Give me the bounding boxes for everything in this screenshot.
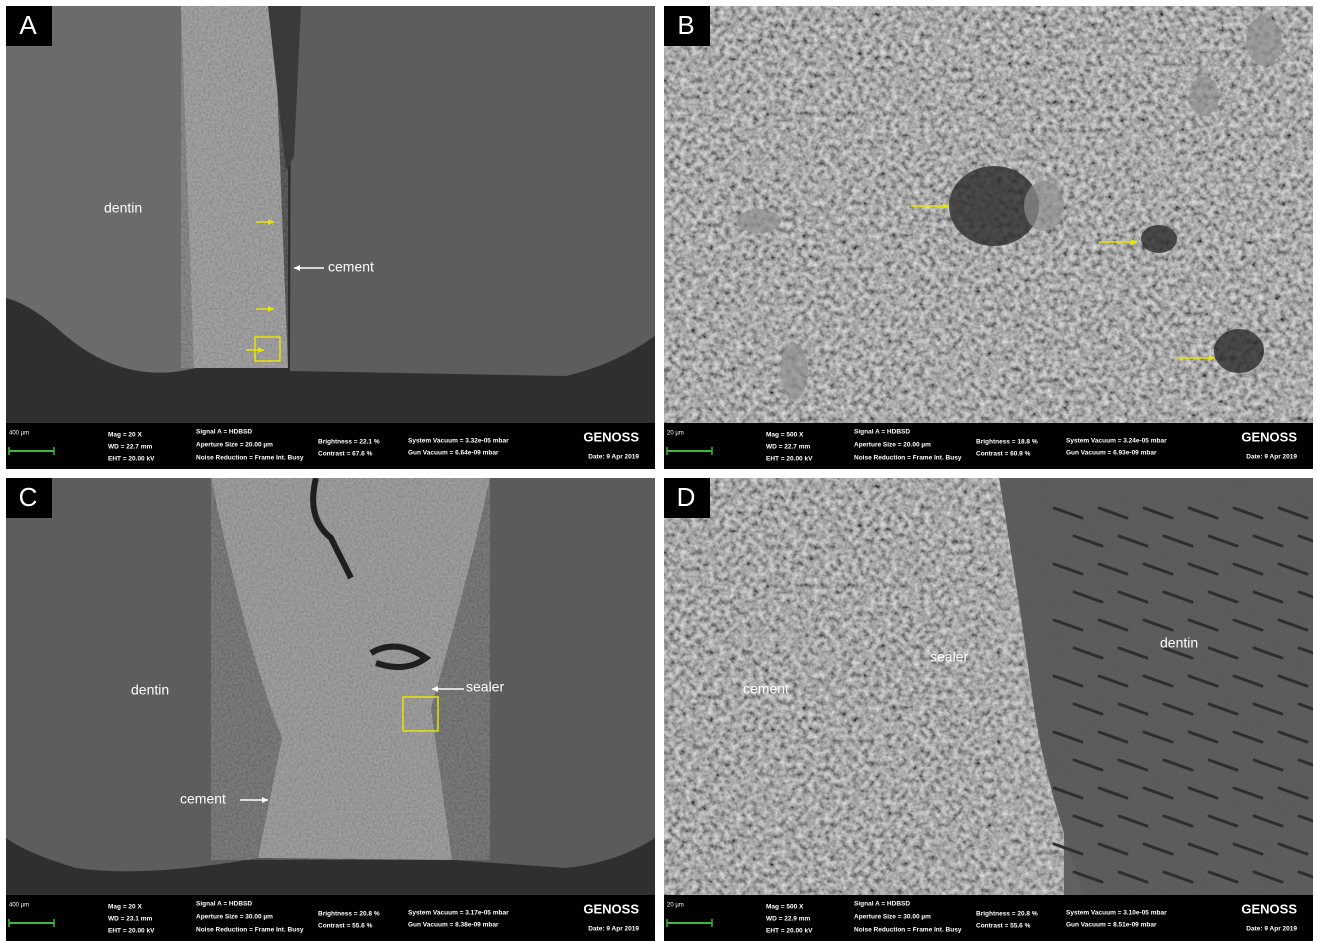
info-bar-bg	[664, 423, 1313, 469]
particle	[780, 343, 808, 399]
info-text: Aperture Size = 20.00 µm	[854, 442, 931, 449]
particle	[1246, 16, 1282, 66]
info-text: Brightness = 20.8 %	[976, 911, 1038, 918]
brand: GENOSS	[583, 429, 639, 444]
void	[1141, 225, 1177, 253]
date: Date: 9 Apr 2019	[1246, 454, 1297, 461]
info-text: Noise Reduction = Frame Int. Busy	[196, 927, 304, 934]
info-bar: 400 µm Mag = 20 X WD = 23.1 mm EHT = 20.00 …	[6, 895, 655, 941]
brand: GENOSS	[1241, 901, 1297, 916]
sem-image	[664, 6, 1313, 423]
info-text: System Vacuum = 3.32e-05 mbar	[408, 438, 509, 445]
panel: dentin cement A 400 µm Mag = 20 X WD = 22.7 m…	[6, 6, 655, 469]
info-text: Mag = 500 X	[766, 432, 804, 439]
brand: GENOSS	[583, 901, 639, 916]
scale-label: 20 µm	[667, 903, 684, 909]
info-text: Mag = 20 X	[108, 904, 142, 911]
panel: dentin sealer cement C 400 µm Mag = 20 X WD = …	[6, 478, 655, 941]
info-bar: 400 µm Mag = 20 X WD = 22.7 mm EHT = 20.00 …	[6, 423, 655, 469]
info-text: Brightness = 20.8 %	[318, 911, 380, 918]
image-label: sealer	[466, 679, 504, 695]
info-text: Aperture Size = 30.00 µm	[854, 914, 931, 921]
image-label: sealer	[930, 649, 968, 665]
info-text: WD = 22.9 mm	[766, 916, 810, 923]
date: Date: 9 Apr 2019	[1246, 926, 1297, 933]
info-text: Contrast = 67.6 %	[318, 451, 373, 458]
info-text: Signal A = HDBSD	[196, 901, 252, 908]
image-label: cement	[328, 259, 374, 275]
info-bar: 20 µm Mag = 500 X WD = 22.9 mm EHT = 20.00 …	[664, 895, 1313, 941]
info-text: Gun Vacuum = 8.38e-09 mbar	[408, 922, 499, 929]
info-text: Aperture Size = 20.00 µm	[196, 442, 273, 449]
info-text: WD = 22.7 mm	[766, 444, 810, 451]
info-text: System Vacuum = 3.10e-05 mbar	[1066, 910, 1167, 917]
scale-label: 20 µm	[667, 431, 684, 437]
image-label: cement	[743, 681, 789, 697]
info-text: Contrast = 55.6 %	[976, 923, 1031, 930]
info-text: Noise Reduction = Frame Int. Busy	[854, 455, 962, 462]
info-text: Gun Vacuum = 6.93e-09 mbar	[1066, 450, 1157, 457]
info-text: EHT = 20.00 kV	[108, 928, 155, 935]
info-text: WD = 23.1 mm	[108, 916, 152, 923]
info-text: Noise Reduction = Frame Int. Busy	[196, 455, 304, 462]
panel-letter: C	[19, 482, 38, 512]
panel: cement sealer dentin D 20 µm Mag = 500 X WD = …	[664, 478, 1317, 941]
image-label: dentin	[104, 200, 142, 216]
info-bar-bg	[6, 895, 655, 941]
info-text: Brightness = 18.8 %	[976, 439, 1038, 446]
void	[1214, 329, 1264, 373]
info-text: Signal A = HDBSD	[196, 429, 252, 436]
info-text: Signal A = HDBSD	[854, 429, 910, 436]
figure: dentin cement A 400 µm Mag = 20 X WD = 22.7 m…	[0, 0, 1317, 941]
dentin	[290, 6, 655, 376]
info-text: System Vacuum = 3.17e-05 mbar	[408, 910, 509, 917]
info-text: Gun Vacuum = 6.64e-09 mbar	[408, 450, 499, 457]
sem-image	[6, 478, 655, 895]
info-text: Contrast = 55.6 %	[318, 923, 373, 930]
scale-label: 400 µm	[9, 431, 29, 437]
info-text: Contrast = 60.9 %	[976, 451, 1031, 458]
info-text: Mag = 500 X	[766, 904, 804, 911]
scale-label: 400 µm	[9, 903, 29, 909]
info-text: EHT = 20.00 kV	[108, 456, 155, 463]
brand: GENOSS	[1241, 429, 1297, 444]
info-bar-bg	[6, 423, 655, 469]
info-text: Aperture Size = 30.00 µm	[196, 914, 273, 921]
texture	[664, 478, 1064, 895]
particle	[1024, 181, 1064, 231]
info-bar-bg	[664, 895, 1313, 941]
info-text: Signal A = HDBSD	[854, 901, 910, 908]
info-text: EHT = 20.00 kV	[766, 928, 813, 935]
info-text: Gun Vacuum = 8.51e-09 mbar	[1066, 922, 1157, 929]
date: Date: 9 Apr 2019	[588, 454, 639, 461]
image-label: cement	[180, 791, 226, 807]
info-text: Brightness = 22.1 %	[318, 439, 380, 446]
info-text: WD = 22.7 mm	[108, 444, 152, 451]
panel-letter: B	[677, 10, 694, 40]
panel-letter: D	[677, 482, 696, 512]
info-text: Noise Reduction = Frame Int. Busy	[854, 927, 962, 934]
info-text: Mag = 20 X	[108, 432, 142, 439]
cement-texture	[181, 6, 288, 368]
panel-letter: A	[19, 10, 37, 40]
particle	[737, 209, 781, 233]
image-label: dentin	[131, 682, 169, 698]
image-label: dentin	[1160, 635, 1198, 651]
info-text: EHT = 20.00 kV	[766, 456, 813, 463]
particle	[1189, 76, 1219, 116]
panel: B 20 µm Mag = 500 X WD = 22.7 mm EHT = 20.00…	[664, 6, 1313, 469]
date: Date: 9 Apr 2019	[588, 926, 639, 933]
info-text: System Vacuum = 3.24e-05 mbar	[1066, 438, 1167, 445]
info-bar: 20 µm Mag = 500 X WD = 22.7 mm EHT = 20.00 …	[664, 423, 1313, 469]
